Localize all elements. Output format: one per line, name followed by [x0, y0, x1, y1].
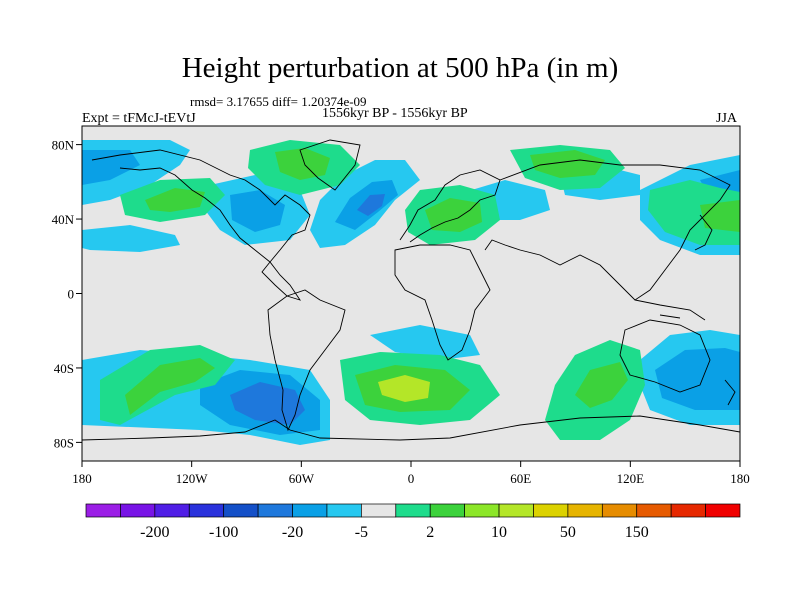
contour-satlantic-blue-ring [370, 325, 480, 360]
coast-south-america [267, 289, 346, 432]
colorbar-swatch [85, 503, 121, 518]
y-tick-label: 40N [52, 212, 75, 227]
colorbar-swatch [292, 503, 328, 518]
colorbar-swatch [188, 503, 225, 518]
colorbar-swatch [498, 503, 534, 518]
contour-natlantic-blue-center [357, 194, 385, 216]
x-tick-label: 120W [176, 471, 209, 486]
contour-europe-green-core [425, 198, 482, 232]
experiment-label: Expt = tFMcJ-tEVtJ [82, 111, 196, 126]
colorbar-swatch [257, 503, 293, 518]
x-tick-label: 60W [289, 471, 315, 486]
contour-southpacific-east-blue-core [655, 348, 740, 410]
colorbar-label: 10 [491, 524, 507, 541]
colorbar-swatch [705, 503, 741, 518]
contour-satlantic-yellow-green [378, 375, 430, 402]
longitude-axis: 180 120W 60W 0 60E 120E 180 [72, 461, 750, 486]
stats-line: rmsd= 3.17655 diff= 1.20374e-09 [190, 94, 367, 109]
contour-npacific-green-core [145, 188, 205, 212]
colorbar-label: 150 [625, 524, 649, 541]
contour-field [82, 126, 740, 461]
coastlines [82, 139, 740, 441]
x-tick-label: 180 [730, 471, 750, 486]
colorbar-swatch [154, 503, 190, 518]
colorbar-swatch [361, 503, 397, 518]
coast-maritime-asia [634, 299, 706, 321]
x-tick-label: 0 [408, 471, 415, 486]
y-tick-label: 40S [54, 361, 74, 376]
y-tick-label: 0 [68, 287, 75, 302]
colorbar-swatch [223, 503, 259, 518]
latitude-axis: 80N 40N 0 40S 80S [52, 138, 82, 450]
colorbar-swatch [533, 503, 569, 518]
coast-australia [619, 319, 711, 393]
coast-japan [694, 214, 713, 251]
colorbar: -200 -100 -20 -5 2 10 50 150 [85, 503, 741, 541]
coast-europe [399, 169, 501, 243]
colorbar-label: 2 [426, 524, 434, 541]
y-tick-label: 80N [52, 138, 75, 153]
colorbar-swatch [567, 503, 603, 518]
season-label: JJA [716, 111, 738, 126]
coast-greenland [299, 139, 361, 191]
contour-namerica-blue-core [230, 190, 285, 232]
colorbar-swatch [120, 503, 156, 518]
colorbar-label: -100 [209, 524, 238, 541]
colorbar-label: -200 [140, 524, 169, 541]
contour-npacific-lowlat-blue [82, 225, 180, 252]
colorbar-label: 50 [560, 524, 576, 541]
contour-arctic-green-core [530, 150, 605, 178]
x-tick-label: 60E [510, 471, 531, 486]
contour-spacific-blue-inner [230, 382, 305, 425]
x-tick-label: 180 [72, 471, 92, 486]
colorbar-swatch [395, 503, 431, 518]
coast-new-zealand [724, 379, 736, 406]
plot-title: Height perturbation at 500 hPa (in m) [181, 52, 619, 84]
colorbar-swatch [636, 503, 672, 518]
colorbar-swatch [429, 503, 465, 518]
period-label: 1556kyr BP - 1556kyr BP [322, 106, 468, 121]
colorbar-label: -20 [282, 524, 303, 541]
coast-north-america [91, 149, 311, 301]
y-tick-label: 80S [54, 435, 74, 450]
colorbar-swatch [326, 503, 362, 518]
coast-africa [394, 244, 491, 361]
colorbar-swatch [601, 503, 638, 518]
coast-asia [484, 159, 731, 301]
contour-eastasia-green-core [700, 200, 740, 232]
x-tick-label: 120E [617, 471, 645, 486]
contour-spacific-green-core [125, 358, 215, 415]
colorbar-label: -5 [355, 524, 368, 541]
coast-antarctica [82, 415, 740, 441]
contour-greenland-green-core [275, 148, 330, 180]
contour-indian-green-core [575, 362, 628, 408]
colorbar-swatch [464, 503, 500, 518]
colorbar-swatch [670, 503, 706, 518]
